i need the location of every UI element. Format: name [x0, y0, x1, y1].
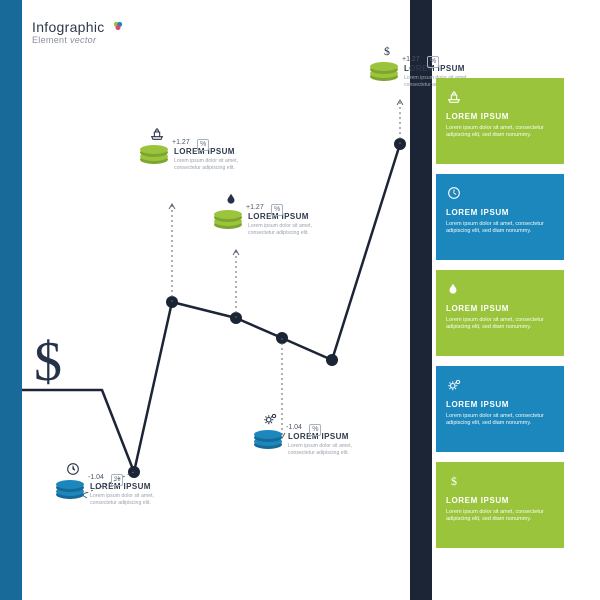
coin-stack-icon [140, 145, 168, 167]
percent-icon: % [111, 474, 123, 486]
legend-subtext: Lorem ipsum dolor sit amet, consectetur … [446, 509, 554, 524]
legend-title: LOREM IPSUM [446, 304, 554, 313]
legend-subtext: Lorem ipsum dolor sit amet, consectetur … [446, 125, 554, 140]
dollar-icon: $ [446, 470, 554, 492]
left-accent-bar [0, 0, 22, 600]
percent-icon: % [197, 139, 209, 151]
legend-subtext: Lorem ipsum dolor sit amet, consectetur … [446, 221, 554, 236]
legend-item-drop: LOREM IPSUM Lorem ipsum dolor sit amet, … [436, 270, 564, 356]
callout-delta-value: +1.27 [402, 56, 420, 63]
callout-delta: +1.27 % [402, 48, 439, 68]
dollar-mark-icon: $ [34, 330, 62, 394]
ship-icon [446, 86, 554, 108]
drop-icon [222, 190, 240, 208]
callout-delta: +1.27 % [172, 131, 209, 151]
callout-subtext: Lorem ipsum dolor sit amet, consectetur … [90, 493, 170, 506]
legend-item-ship: LOREM IPSUM Lorem ipsum dolor sit amet, … [436, 78, 564, 164]
callout-delta-value: -1.04 [88, 474, 104, 481]
drop-icon [446, 278, 554, 300]
callout-subtext: Lorem ipsum dolor sit amet, consectetur … [174, 158, 254, 171]
legend-item-clock: LOREM IPSUM Lorem ipsum dolor sit amet, … [436, 174, 564, 260]
ship-icon [148, 125, 166, 143]
coin-stack-icon [370, 62, 398, 84]
clock-icon [446, 182, 554, 204]
callout-delta-value: +1.27 [246, 204, 264, 211]
clock-icon [64, 460, 82, 478]
svg-text:$: $ [384, 44, 390, 58]
callout-delta: +1.27 % [246, 196, 283, 216]
percent-icon: % [309, 424, 321, 436]
legend-subtext: Lorem ipsum dolor sit amet, consectetur … [446, 317, 554, 332]
callout-ship: +1.27 % LOREM IPSUM Lorem ipsum dolor si… [140, 145, 260, 171]
coin-stack-icon [56, 480, 84, 502]
percent-icon: % [271, 204, 283, 216]
callout-gears: -1.04 % LOREM IPSUM Lorem ipsum dolor si… [254, 430, 374, 456]
legend-title: LOREM IPSUM [446, 112, 554, 121]
percent-icon: % [427, 56, 439, 68]
callout-delta-value: -1.04 [286, 424, 302, 431]
legend-title: LOREM IPSUM [446, 208, 554, 217]
gears-icon [446, 374, 554, 396]
callout-subtext: Lorem ipsum dolor sit amet, consectetur … [288, 443, 368, 456]
gears-icon [262, 410, 280, 428]
infographic-stage: Infographic Element vector $ -1.04 % LOR… [0, 0, 600, 600]
callout-drop: +1.27 % LOREM IPSUM Lorem ipsum dolor si… [214, 210, 334, 236]
svg-text:$: $ [451, 474, 457, 488]
dollar-icon: $ [378, 42, 396, 60]
callout-delta-value: +1.27 [172, 139, 190, 146]
coin-stack-icon [254, 430, 282, 452]
callout-subtext: Lorem ipsum dolor sit amet, consectetur … [248, 223, 328, 236]
callout-delta: -1.04 % [286, 416, 321, 436]
legend-title: LOREM IPSUM [446, 496, 554, 505]
callout-clock: -1.04 % LOREM IPSUM Lorem ipsum dolor si… [56, 480, 176, 506]
legend-panel: LOREM IPSUM Lorem ipsum dolor sit amet, … [436, 78, 564, 548]
legend-subtext: Lorem ipsum dolor sit amet, consectetur … [446, 413, 554, 428]
legend-item-gears: LOREM IPSUM Lorem ipsum dolor sit amet, … [436, 366, 564, 452]
legend-title: LOREM IPSUM [446, 400, 554, 409]
trend-line-chart [22, 0, 422, 600]
legend-item-dollar: $ LOREM IPSUM Lorem ipsum dolor sit amet… [436, 462, 564, 548]
coin-stack-icon [214, 210, 242, 232]
callout-delta: -1.04 % [88, 466, 123, 486]
